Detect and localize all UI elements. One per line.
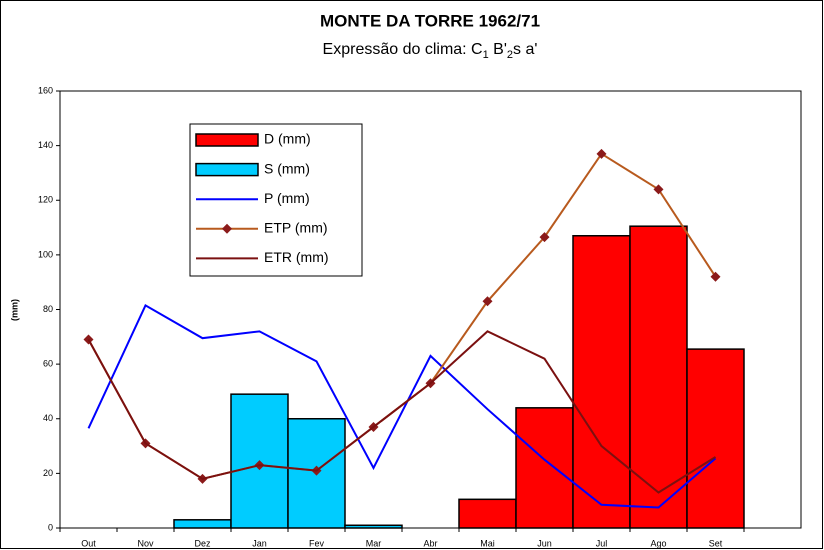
legend-label: ETR (mm) xyxy=(264,249,329,265)
marker xyxy=(710,271,721,282)
y-axis-label: (mm) xyxy=(9,299,19,321)
bar xyxy=(458,498,517,529)
y-tick-label: 120 xyxy=(38,195,53,205)
bar xyxy=(686,348,745,529)
subtitle-sub: 2 xyxy=(507,49,513,61)
marker xyxy=(482,296,493,307)
y-tick-label: 80 xyxy=(43,304,53,314)
legend-label: P (mm) xyxy=(264,190,310,206)
line xyxy=(87,330,717,494)
legend-swatch xyxy=(195,162,259,177)
bar xyxy=(515,407,574,529)
legend-marker xyxy=(222,223,232,234)
x-tick-label: Dez xyxy=(194,538,211,548)
legend-label: ETP (mm) xyxy=(264,220,328,236)
y-tick-label: 40 xyxy=(43,413,53,423)
legend-label: D (mm) xyxy=(264,131,311,147)
x-tick-label: Nov xyxy=(137,538,154,548)
subtitle-part: B' xyxy=(489,41,507,58)
y-tick-label: 60 xyxy=(43,359,53,369)
x-tick-label: Jun xyxy=(537,538,552,548)
x-tick-label: Set xyxy=(709,538,723,548)
marker xyxy=(596,148,607,159)
subtitle-part: s a' xyxy=(513,41,537,58)
x-tick-label: Jul xyxy=(596,538,608,548)
y-tick-label: 160 xyxy=(38,85,53,95)
x-tick-label: Jan xyxy=(252,538,267,548)
subtitle-part: Expressão do clima: C xyxy=(323,41,483,58)
subtitle-sub: 1 xyxy=(483,49,489,61)
line xyxy=(87,303,717,509)
legend-label: S (mm) xyxy=(264,160,310,176)
bar xyxy=(629,225,688,529)
chart-title: MONTE DA TORRE 1962/71 xyxy=(320,11,540,30)
x-tick-label: Abr xyxy=(423,538,437,548)
bar xyxy=(344,524,403,529)
bar xyxy=(173,519,232,529)
marker xyxy=(539,232,550,243)
chart-subtitle: Expressão do clima: C1 B'2s a' xyxy=(323,41,538,61)
x-tick-label: Mar xyxy=(366,538,382,548)
y-tick-label: 140 xyxy=(38,140,53,150)
legend-swatch xyxy=(195,133,259,147)
y-tick-label: 20 xyxy=(43,468,53,478)
y-tick-label: 100 xyxy=(38,249,53,259)
bar xyxy=(572,235,631,529)
x-tick-label: Mai xyxy=(480,538,495,548)
y-tick-label: 0 xyxy=(48,522,53,532)
x-tick-label: Out xyxy=(81,538,96,548)
marker xyxy=(653,184,664,195)
x-tick-label: Ago xyxy=(650,538,666,548)
x-tick-label: Fev xyxy=(309,538,325,548)
